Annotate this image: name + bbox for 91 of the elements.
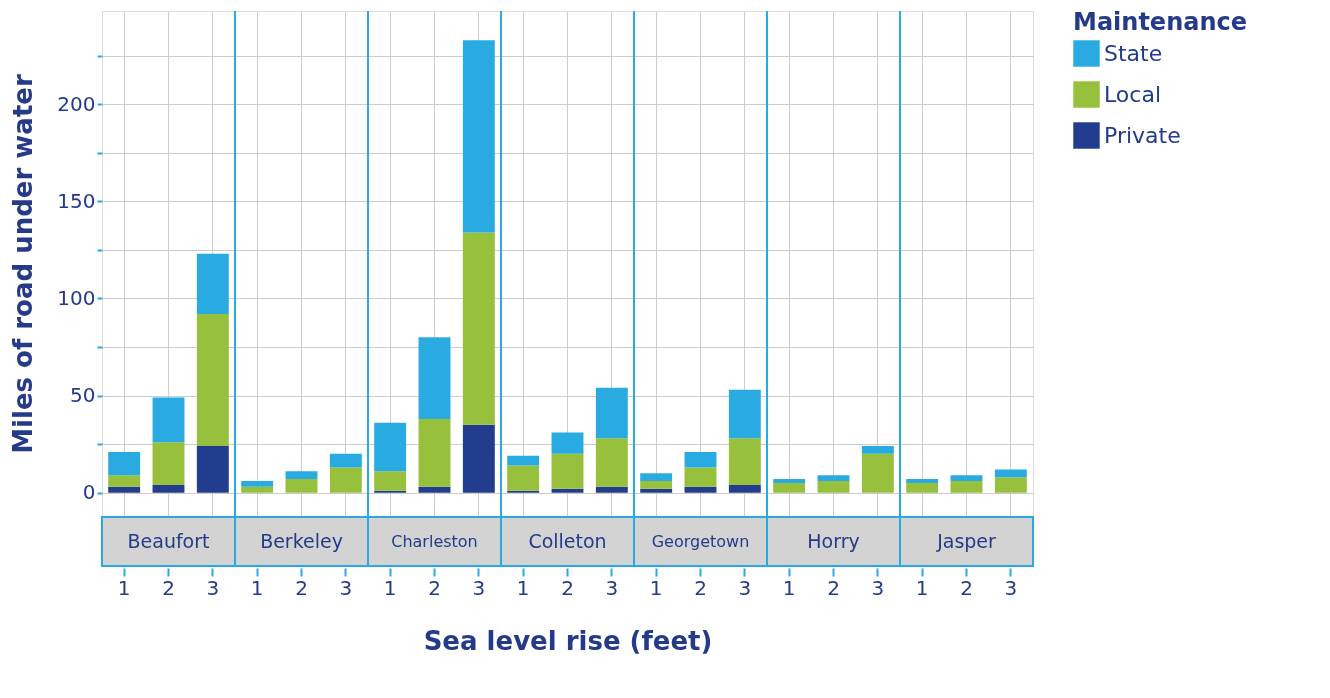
- x-tick-label: 3: [871, 575, 885, 600]
- y-tick-label: 150: [57, 188, 96, 213]
- bar: [418, 337, 451, 419]
- x-tick-label: 3: [339, 575, 353, 600]
- y-axis-title: Miles of road under water: [8, 74, 39, 454]
- bar: [285, 479, 318, 493]
- x-tick-label: 1: [649, 575, 663, 600]
- bar: [108, 451, 141, 476]
- x-tick-label: 3: [206, 575, 220, 600]
- text: Berkeley: [260, 530, 343, 552]
- bar: [152, 397, 185, 443]
- bar: [196, 253, 229, 314]
- bar: [595, 486, 628, 493]
- bar: [640, 488, 673, 493]
- x-tick-label: 3: [472, 575, 486, 600]
- bar: [906, 479, 939, 483]
- y-tick-label: 50: [70, 383, 96, 408]
- bar: [595, 438, 628, 487]
- bar: [728, 389, 761, 439]
- bar: [418, 418, 451, 487]
- bar: [551, 488, 584, 493]
- bar: [817, 475, 850, 482]
- bar: [374, 471, 407, 491]
- bar: [551, 453, 584, 489]
- bar: [152, 484, 185, 493]
- legend-label: Private: [1104, 122, 1181, 148]
- text: Beaufort: [127, 530, 210, 552]
- bar: [640, 473, 673, 482]
- bar: [595, 387, 628, 439]
- text: Charleston: [391, 532, 478, 551]
- bar: [374, 422, 407, 472]
- legend-title: Maintenance: [1073, 8, 1248, 36]
- x-axis-title: Sea level rise (feet): [423, 625, 713, 656]
- bar: [241, 481, 274, 487]
- bar: [507, 465, 540, 491]
- bar: [861, 446, 894, 454]
- bar: [773, 479, 806, 483]
- bar: [950, 475, 983, 482]
- legend-label: Local: [1104, 81, 1162, 107]
- bar: [329, 453, 362, 468]
- bar: [462, 40, 495, 233]
- bar: [108, 486, 141, 493]
- y-tick-label: 0: [82, 480, 96, 505]
- bar: [994, 477, 1027, 493]
- x-tick-label: 1: [250, 575, 264, 600]
- text: Jasper: [936, 530, 997, 552]
- bar: [152, 442, 185, 485]
- bar: [462, 424, 495, 493]
- bar: [241, 486, 274, 493]
- bar: [684, 451, 717, 468]
- bar: [462, 232, 495, 425]
- x-tick-label: 3: [738, 575, 752, 600]
- text: Horry: [807, 530, 860, 552]
- text: Colleton: [528, 530, 607, 552]
- x-tick-label: 1: [915, 575, 929, 600]
- y-tick-label: 200: [57, 91, 96, 116]
- x-tick-label: 2: [295, 575, 308, 600]
- x-tick-label: 1: [516, 575, 530, 600]
- bar: [684, 467, 717, 487]
- x-tick-label: 1: [117, 575, 131, 600]
- bar: [728, 438, 761, 485]
- x-tick-label: 2: [561, 575, 574, 600]
- x-tick-label: 1: [782, 575, 796, 600]
- x-tick-label: 2: [960, 575, 973, 600]
- x-tick-label: 2: [827, 575, 840, 600]
- bar: [196, 314, 229, 447]
- bar: [640, 481, 673, 489]
- x-tick-label: 2: [162, 575, 175, 600]
- bar: [329, 467, 362, 493]
- x-tick-label: 2: [428, 575, 441, 600]
- bar: [418, 486, 451, 493]
- bar: [285, 471, 318, 480]
- bar: [108, 475, 141, 487]
- x-tick-label: 3: [605, 575, 619, 600]
- bar: [507, 455, 540, 466]
- bar: [684, 486, 717, 493]
- bar: [196, 446, 229, 493]
- legend-label: State: [1104, 40, 1163, 66]
- bar: [817, 481, 850, 493]
- x-tick-label: 1: [383, 575, 397, 600]
- bar: [906, 482, 939, 493]
- x-tick-label: 3: [1004, 575, 1018, 600]
- bar: [861, 453, 894, 493]
- y-tick-label: 100: [57, 285, 96, 310]
- text: Georgetown: [651, 532, 750, 551]
- bar: [728, 484, 761, 493]
- bar: [950, 481, 983, 493]
- bar: [994, 469, 1027, 478]
- bar: [551, 432, 584, 454]
- bar: [773, 482, 806, 493]
- x-tick-label: 2: [694, 575, 707, 600]
